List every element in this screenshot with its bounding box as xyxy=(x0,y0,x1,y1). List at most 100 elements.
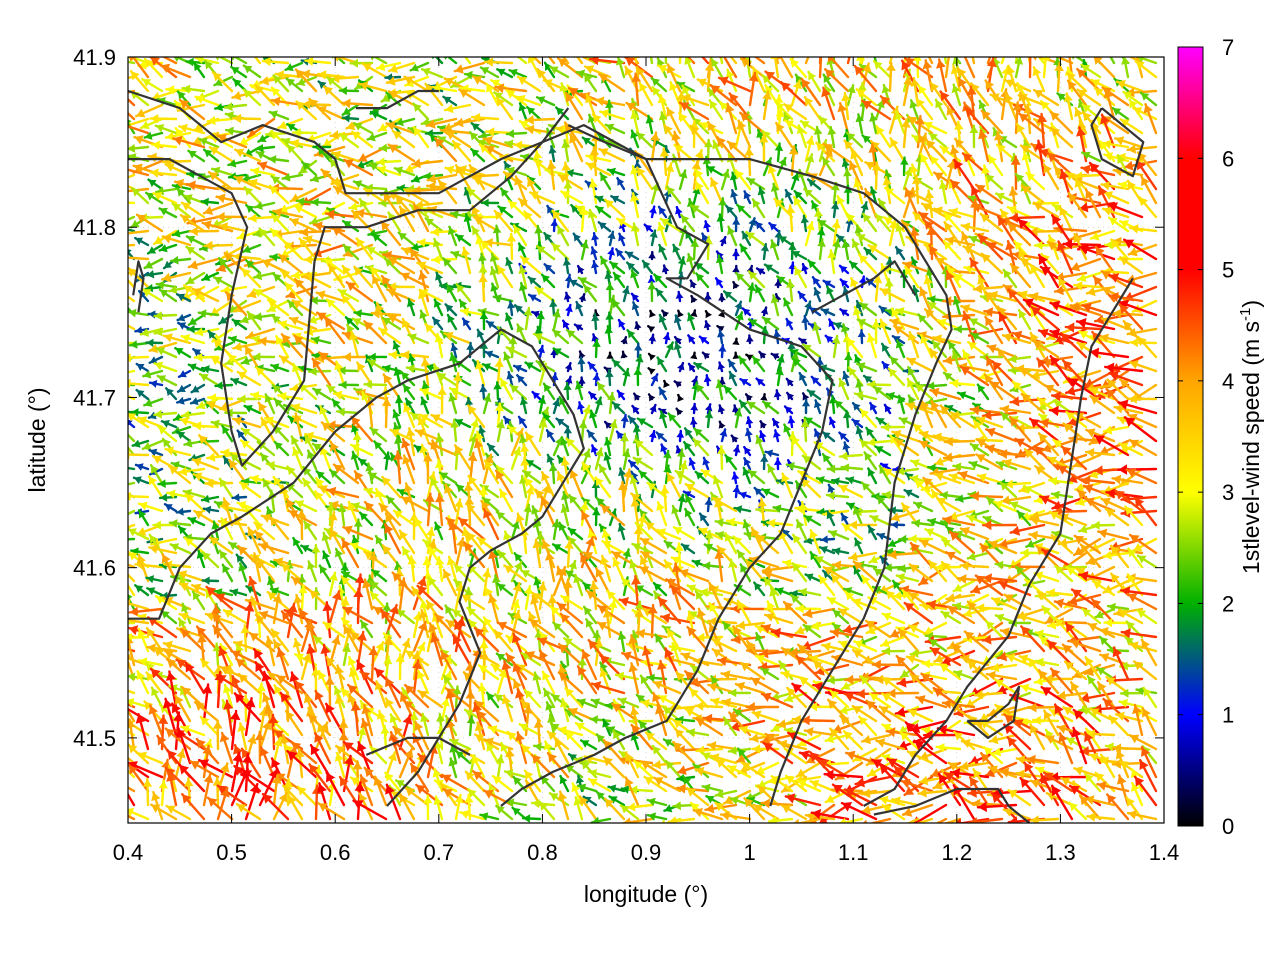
wind-arrow xyxy=(650,131,660,163)
wind-arrow xyxy=(242,64,262,79)
wind-arrow-head xyxy=(904,40,913,49)
wind-arrow-head xyxy=(376,62,386,72)
wind-arrow xyxy=(939,90,962,121)
wind-arrow-head xyxy=(110,197,118,206)
wind-arrow xyxy=(657,93,668,121)
wind-arrow-head xyxy=(862,100,873,110)
wind-arrow-shaft xyxy=(664,57,668,65)
wind-arrow xyxy=(375,61,402,72)
wind-arrow xyxy=(238,131,262,147)
wind-arrow xyxy=(984,79,1004,107)
wind-arrow xyxy=(387,143,416,163)
wind-arrow-shaft xyxy=(971,57,976,65)
wind-arrow-head xyxy=(804,97,814,107)
wind-arrow xyxy=(804,57,810,65)
wind-arrow xyxy=(630,129,640,149)
wind-arrow-head xyxy=(160,63,171,73)
wind-arrow-head xyxy=(1066,72,1076,82)
wind-arrow-head xyxy=(679,113,688,123)
wind-arrow-head xyxy=(930,82,939,92)
wind-arrow xyxy=(684,57,696,79)
wind-arrow-head xyxy=(233,79,242,88)
wind-arrow-head xyxy=(287,124,296,132)
wind-arrow xyxy=(253,57,262,65)
wind-arrow-head xyxy=(922,60,933,70)
wind-arrow xyxy=(783,103,808,121)
wind-arrow-head xyxy=(590,57,599,66)
wind-arrow-head xyxy=(584,74,593,83)
wind-arrow-head xyxy=(509,68,518,77)
wind-arrow-head xyxy=(1064,46,1074,55)
wind-arrow-head xyxy=(543,79,553,88)
wind-arrow-head xyxy=(388,144,399,154)
wind-arrow-head xyxy=(118,186,127,196)
wind-arrow xyxy=(929,81,948,107)
wind-arrow-shaft xyxy=(873,57,878,65)
wind-arrow-head xyxy=(891,37,900,46)
wind-arrow xyxy=(1023,103,1034,135)
wind-arrow xyxy=(762,90,772,121)
wind-arrow-head xyxy=(1032,57,1037,61)
wind-arrow-shaft xyxy=(128,121,136,135)
wind-arrow-head xyxy=(104,91,113,101)
wind-arrow-head xyxy=(405,164,414,173)
wind-arrow-head xyxy=(204,149,213,158)
wind-arrow xyxy=(1037,57,1046,65)
wind-arrow xyxy=(128,75,136,79)
wind-arrow-head xyxy=(1123,91,1133,100)
wind-arrow-head xyxy=(388,90,399,100)
wind-arrow-head xyxy=(991,33,1001,42)
wind-arrow-head xyxy=(1103,139,1112,149)
wind-arrow-shaft xyxy=(463,57,472,65)
wind-arrow-head xyxy=(131,71,140,81)
wind-arrow-head xyxy=(901,119,911,128)
wind-arrow xyxy=(316,105,346,121)
wind-arrow-head xyxy=(286,78,296,87)
wind-arrow-shaft xyxy=(232,57,248,65)
wind-arrow xyxy=(547,57,556,65)
wind-arrow-head xyxy=(666,107,676,118)
wind-arrow xyxy=(411,158,444,169)
wind-arrow xyxy=(669,80,682,107)
wind-arrow xyxy=(599,109,626,121)
wind-arrow-head xyxy=(295,69,305,79)
wind-arrow-head xyxy=(269,110,278,119)
wind-arrow-shaft xyxy=(888,57,893,65)
wind-arrow-head xyxy=(816,30,826,39)
wind-arrow-head xyxy=(1121,57,1130,65)
wind-arrow xyxy=(322,85,346,107)
wind-arrow-head xyxy=(592,114,602,124)
wind-arrow-head xyxy=(1077,69,1087,79)
wind-arrow xyxy=(143,131,164,140)
wind-arrow xyxy=(1065,71,1088,93)
wind-arrow xyxy=(227,159,248,168)
wind-arrow-head xyxy=(978,101,987,110)
wind-arrow-head xyxy=(1116,57,1117,58)
wind-arrow-head xyxy=(726,69,735,79)
wind-arrow xyxy=(1028,57,1032,79)
wind-arrow xyxy=(412,125,430,149)
wind-arrow-head xyxy=(239,137,249,145)
wind-arrow-head xyxy=(1093,57,1103,65)
wind-arrow-head xyxy=(342,107,351,115)
wind-arrow-head xyxy=(378,123,388,132)
wind-arrow-head xyxy=(715,41,724,49)
wind-arrow xyxy=(917,84,934,107)
wind-arrow xyxy=(575,69,598,79)
wind-arrow-head xyxy=(908,116,918,126)
wind-arrow-shaft xyxy=(1037,57,1046,65)
wind-arrow xyxy=(821,86,836,121)
wind-arrow xyxy=(855,113,864,135)
wind-arrow-head xyxy=(748,73,759,82)
wind-arrow xyxy=(894,110,906,135)
wind-arrow-head xyxy=(519,121,529,129)
wind-arrow xyxy=(635,65,654,93)
wind-arrow xyxy=(352,121,374,135)
wind-arrow-head xyxy=(262,57,271,67)
wind-arrow-head xyxy=(339,133,349,142)
wind-arrow-head xyxy=(639,82,648,92)
wind-arrow-head xyxy=(776,102,785,111)
wind-arrow-head xyxy=(299,165,308,174)
wind-arrow-head xyxy=(138,60,147,70)
wind-arrow-head xyxy=(173,57,180,62)
